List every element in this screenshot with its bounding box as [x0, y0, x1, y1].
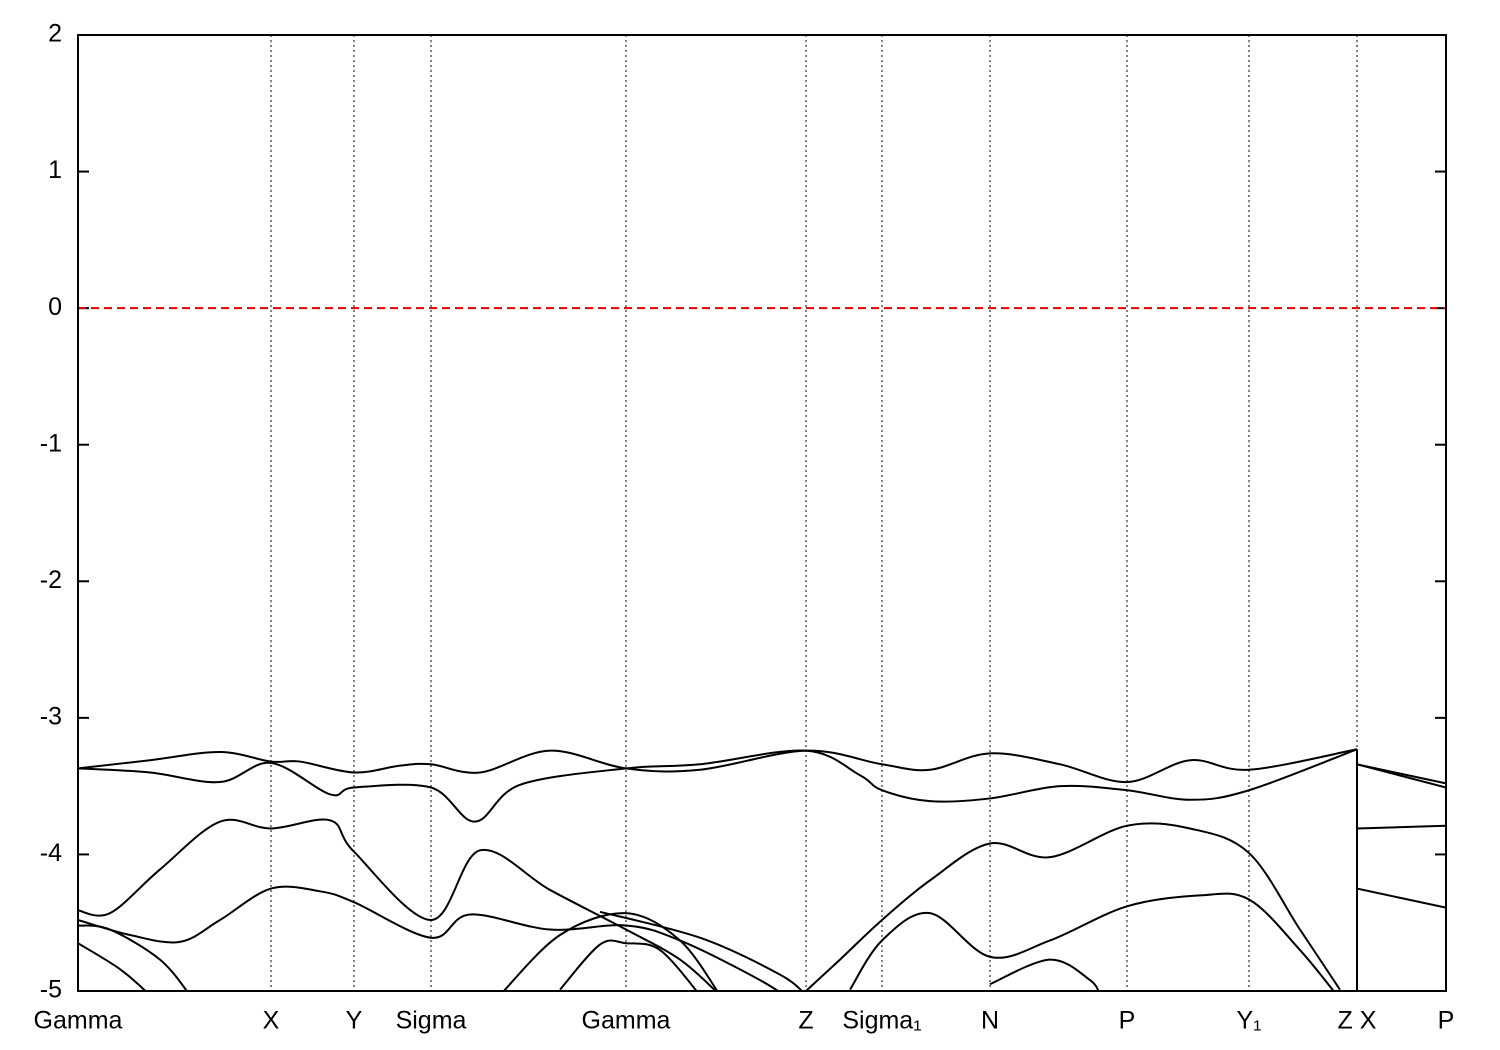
x-tick-label: Sigma₁: [842, 1007, 921, 1035]
x-tick-label: Gamma: [34, 1007, 123, 1035]
band-line: [502, 912, 719, 991]
x-tick-label: Gamma: [582, 1007, 671, 1035]
bands-layer: [78, 748, 1446, 991]
y-tick-label: -1: [40, 429, 62, 457]
x-tick-label: Sigma: [396, 1007, 467, 1035]
labels-layer: 2 1 0 -1 -2 -3 -4 -5 Gamma X Y Sigma Gamma Z Sigma₁ N P Y…: [34, 20, 1455, 1035]
y-tick-label: 0: [48, 293, 62, 321]
y-tick-label: 1: [48, 156, 62, 184]
band-line: [559, 939, 698, 991]
x-tick-label: P: [1438, 1007, 1455, 1035]
band-line: [78, 748, 1358, 823]
band-line: [599, 910, 804, 991]
x-tick-label: Z: [798, 1007, 813, 1035]
band-line: [1356, 824, 1446, 830]
y-tick-label: 2: [48, 20, 62, 48]
y-tick-label: -2: [40, 566, 62, 594]
y-tick-label: -3: [40, 702, 62, 730]
x-tick-label: X: [263, 1007, 280, 1035]
band-line: [78, 924, 189, 991]
band-line: [78, 818, 718, 991]
x-tick-label: P: [1119, 1007, 1136, 1035]
x-tick-label: Y: [346, 1007, 363, 1035]
band-line: [1356, 763, 1446, 789]
x-tick-label: Y₁: [1236, 1007, 1261, 1035]
band-line: [989, 958, 1100, 991]
plot-frame: [77, 34, 1447, 992]
band-line: [1356, 887, 1446, 909]
y-tick-label: -5: [40, 976, 62, 1004]
band-line: [78, 748, 1358, 784]
band-line: [78, 942, 147, 991]
band-line: [805, 822, 1341, 991]
x-tick-label: Z X: [1338, 1007, 1377, 1035]
x-tick-label: N: [981, 1007, 999, 1035]
band-line: [849, 892, 1335, 991]
y-tick-label: -4: [40, 839, 62, 867]
